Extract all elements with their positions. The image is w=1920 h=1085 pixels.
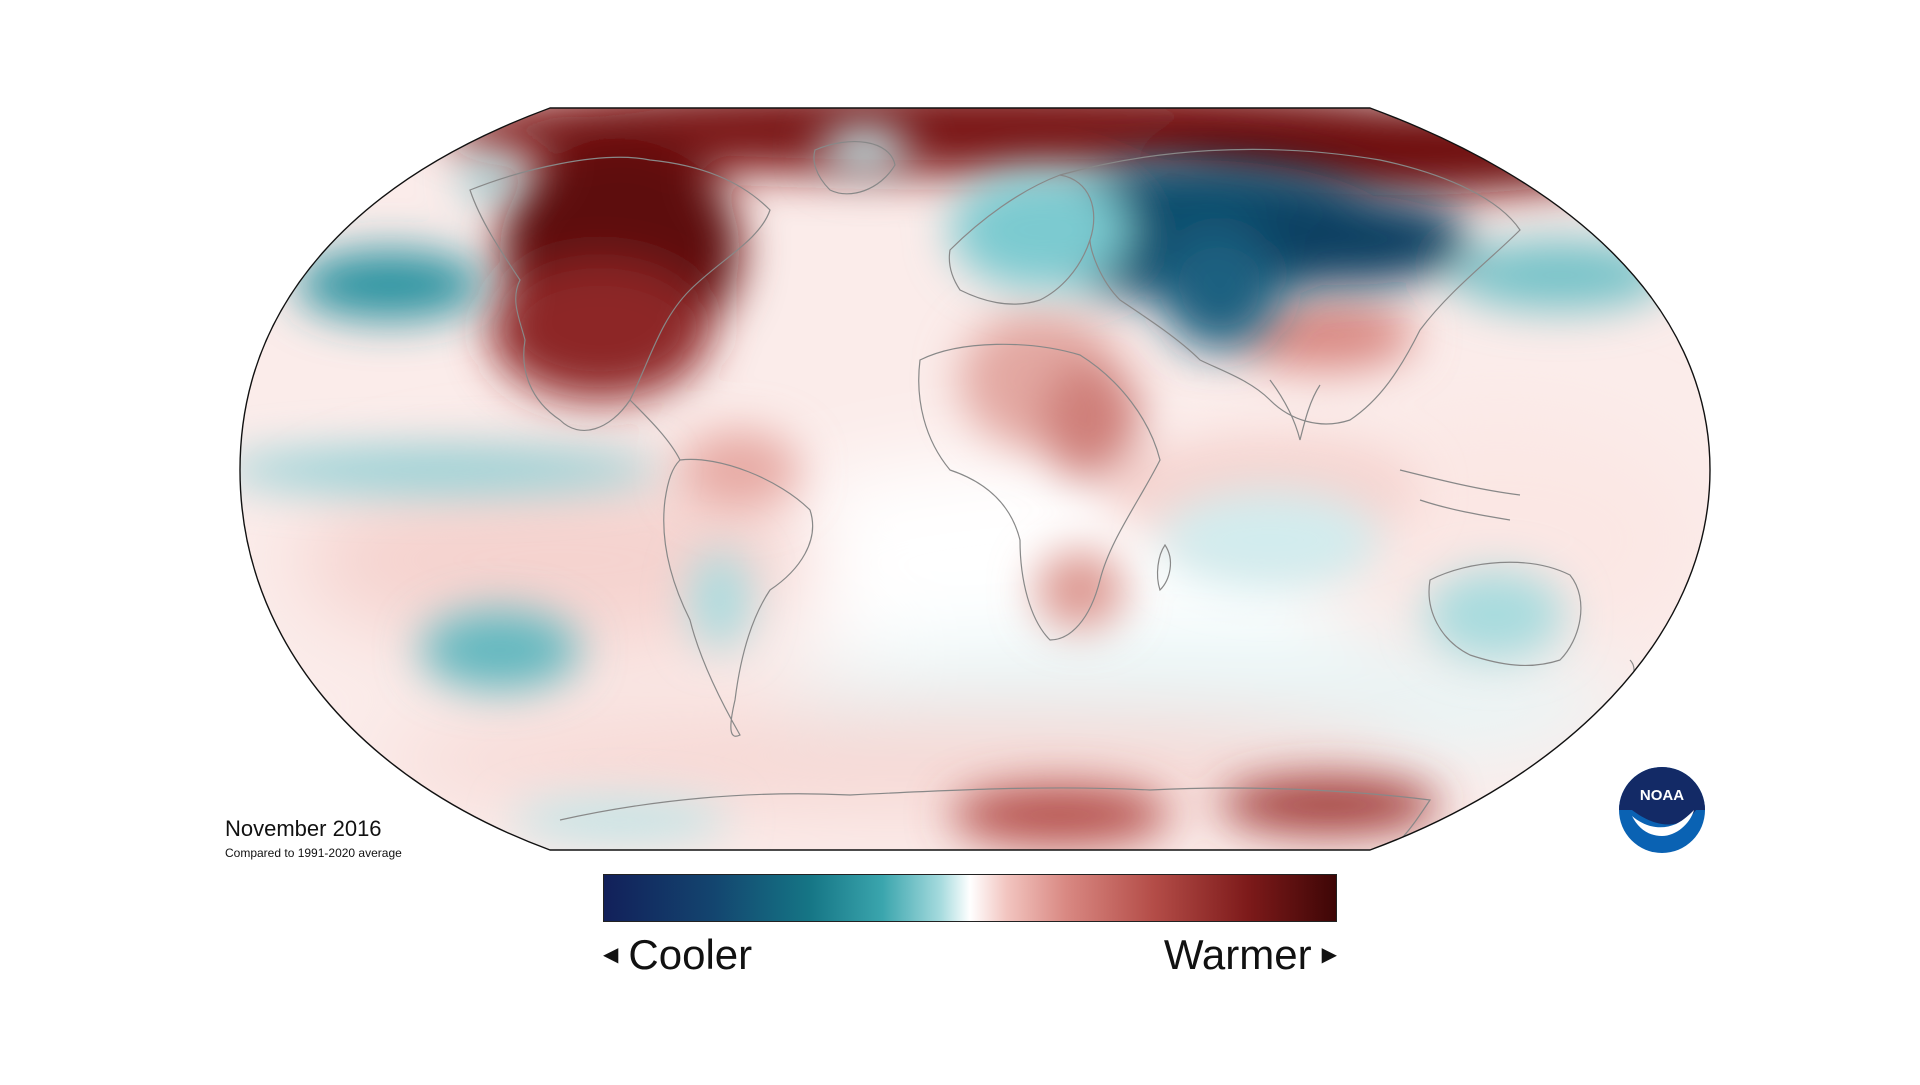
- map-title: November 2016: [225, 816, 382, 841]
- noaa-logo-text: NOAA: [1640, 787, 1684, 804]
- left-arrow-icon: ◀: [603, 944, 619, 966]
- coastlines: [469, 140, 1635, 841]
- cooler-label: Cooler: [628, 931, 753, 978]
- anomaly-field: [240, 108, 1710, 850]
- warmer-label: Warmer: [1163, 931, 1312, 978]
- map-subtitle: Compared to 1991-2020 average: [225, 846, 402, 860]
- legend-cooler: ◀ Cooler: [603, 930, 752, 980]
- color-scale-bar: [603, 874, 1337, 922]
- noaa-logo: NOAA: [1619, 767, 1705, 853]
- map-border: [239, 107, 1711, 851]
- right-arrow-icon: ▶: [1321, 944, 1337, 966]
- legend-warmer: Warmer ▶: [1164, 930, 1337, 980]
